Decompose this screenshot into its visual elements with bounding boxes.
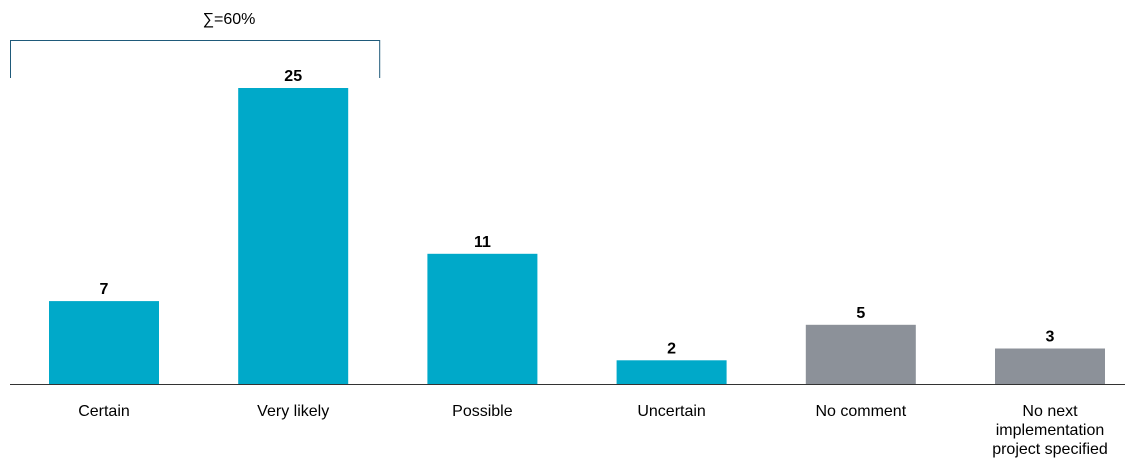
bar-no-comment (805, 324, 916, 384)
value-label: 2 (667, 340, 676, 357)
value-label: 7 (100, 281, 109, 298)
bar-certain (49, 301, 159, 384)
category-label: Certain (78, 403, 130, 420)
sum-bracket: ∑=60% (10, 11, 381, 78)
bar-possible (427, 253, 538, 384)
bar-very-likely (238, 88, 349, 384)
value-label: 11 (474, 234, 491, 251)
sum-bracket-line (10, 40, 381, 78)
category-label: Very likely (257, 403, 329, 420)
category-labels: Certain Very likely Possible Uncertain No co… (78, 403, 1108, 458)
category-label: No next implementation project specified (992, 403, 1108, 458)
category-label: No comment (815, 403, 906, 420)
category-label: Possible (452, 403, 513, 420)
bars (49, 88, 1105, 384)
bar-uncertain (616, 360, 727, 384)
value-label: 25 (284, 68, 302, 85)
sum-bracket-label: ∑=60% (203, 11, 256, 28)
bar-no-next-implementation-project-specified (995, 348, 1105, 384)
value-label: 5 (856, 305, 865, 322)
value-label: 3 (1046, 329, 1055, 346)
category-label: Uncertain (637, 403, 705, 420)
